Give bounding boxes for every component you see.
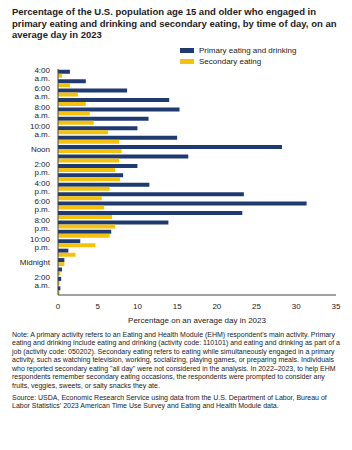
svg-text:10:00a.m.: 10:00a.m.: [30, 122, 51, 139]
html-text:Note: A primary activity refer: Note: A primary activity refers to an Ea…: [12, 330, 340, 390]
svg-text:15: 15: [173, 301, 182, 310]
svg-text:0: 0: [56, 301, 61, 310]
svg-text:Noon: Noon: [31, 144, 50, 153]
svg-text:2:00p.m.: 2:00p.m.: [34, 159, 50, 176]
svg-text:10:00p.m.: 10:00p.m.: [30, 235, 51, 252]
svg-text:30: 30: [292, 301, 301, 310]
svg-text:8:00a.m.: 8:00a.m.: [34, 103, 50, 120]
svg-text:4:00a.m.: 4:00a.m.: [34, 67, 50, 83]
html-text:Percentage of the U.S. populat: Percentage of the U.S. population age 15…: [12, 6, 337, 40]
svg-text:4:00p.m.: 4:00p.m.: [34, 178, 50, 195]
svg-text:35: 35: [332, 301, 341, 310]
svg-text:20: 20: [212, 301, 221, 310]
svg-text:6:00a.m.: 6:00a.m.: [34, 84, 50, 101]
svg-text:Midnight: Midnight: [20, 257, 51, 266]
svg-text:2:00a.m.: 2:00a.m.: [34, 272, 50, 289]
svg-text:10: 10: [133, 301, 142, 310]
svg-text:5: 5: [95, 301, 100, 310]
svg-text:8:00p.m.: 8:00p.m.: [34, 216, 50, 233]
html-text:Primary eating and drinking: Primary eating and drinking: [199, 45, 297, 55]
html-text:Secondary eating: Secondary eating: [199, 56, 262, 66]
html-text:Source: USDA, Economic Researc: Source: USDA, Economic Research Service …: [12, 393, 327, 410]
svg-text:6:00p.m.: 6:00p.m.: [34, 197, 50, 214]
svg-text:25: 25: [252, 301, 261, 310]
svg-text:Percentage on an average day i: Percentage on an average day in 2023: [128, 316, 266, 325]
